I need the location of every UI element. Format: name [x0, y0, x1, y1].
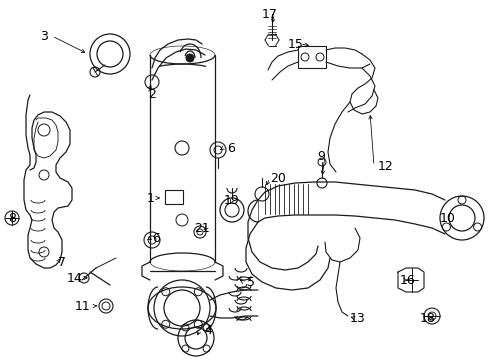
- Text: 16: 16: [399, 274, 415, 287]
- Text: 20: 20: [269, 171, 285, 184]
- Text: 9: 9: [316, 149, 324, 162]
- Text: 4: 4: [203, 324, 211, 337]
- Text: 7: 7: [58, 256, 66, 269]
- Text: 10: 10: [439, 211, 455, 225]
- Text: 15: 15: [287, 37, 304, 50]
- Text: 17: 17: [262, 8, 277, 21]
- Text: 2: 2: [148, 87, 156, 100]
- Text: 11: 11: [74, 300, 90, 312]
- Text: 1: 1: [147, 192, 155, 204]
- Bar: [297, 46, 325, 68]
- Text: 12: 12: [377, 159, 393, 172]
- Text: 18: 18: [419, 311, 435, 324]
- Bar: [164, 190, 183, 204]
- Text: 6: 6: [152, 231, 160, 244]
- Text: 3: 3: [40, 30, 48, 42]
- Text: 19: 19: [224, 194, 239, 207]
- Text: 8: 8: [8, 211, 16, 225]
- Circle shape: [185, 54, 194, 62]
- Text: 5: 5: [246, 275, 254, 288]
- Text: 13: 13: [349, 311, 365, 324]
- Text: 6: 6: [226, 141, 234, 154]
- Text: 21: 21: [194, 221, 209, 234]
- Text: 14: 14: [66, 271, 82, 284]
